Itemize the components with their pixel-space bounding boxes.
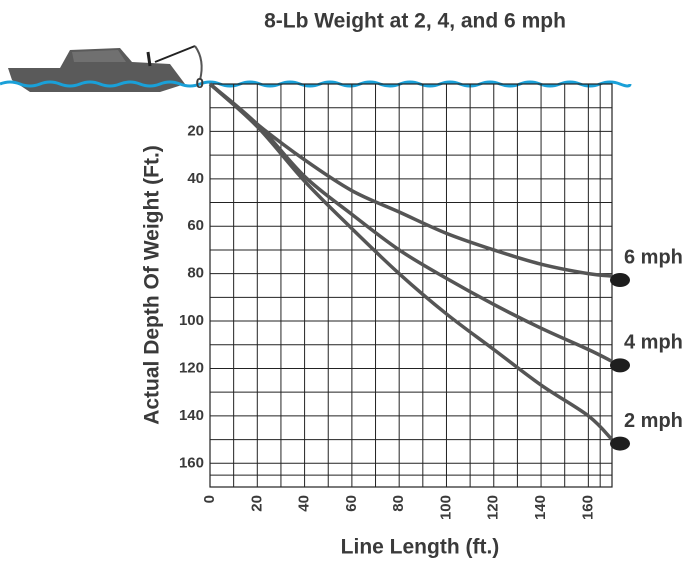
series-line <box>208 82 613 363</box>
x-tick-label: 160 <box>579 495 596 520</box>
y-tick-label: 160 <box>179 454 204 471</box>
sinker <box>610 273 630 288</box>
x-tick-label: 100 <box>437 495 454 520</box>
x-tick-label: 0 <box>201 495 218 503</box>
series-label: 4 mph <box>624 332 683 354</box>
y-tick-label: 100 <box>179 312 204 329</box>
x-tick-label: 80 <box>390 495 407 512</box>
series-label: 6 mph <box>624 246 683 268</box>
y-tick-label: 0 <box>196 75 204 92</box>
y-tick-label: 40 <box>187 170 204 187</box>
x-axis-label: Line Length (ft.) <box>341 536 500 559</box>
x-tick-label: 20 <box>248 495 265 512</box>
x-tick-label: 120 <box>485 495 502 520</box>
y-tick-label: 60 <box>187 217 204 234</box>
x-tick-label: 40 <box>296 495 313 512</box>
y-tick-label: 20 <box>187 122 204 139</box>
series-line <box>208 82 614 441</box>
series-label: 2 mph <box>624 410 683 432</box>
y-tick-label: 80 <box>187 265 204 282</box>
sinker <box>610 436 630 451</box>
x-tick-label: 140 <box>532 495 549 520</box>
series-line <box>208 82 613 278</box>
y-tick-label: 120 <box>179 359 204 376</box>
chart-title: 8-Lb Weight at 2, 4, and 6 mph <box>264 10 566 33</box>
x-tick-label: 60 <box>343 495 360 512</box>
sinker <box>610 358 630 373</box>
y-tick-label: 140 <box>179 407 204 424</box>
y-axis-label: Actual Depth Of Weight (Ft.) <box>141 145 164 425</box>
